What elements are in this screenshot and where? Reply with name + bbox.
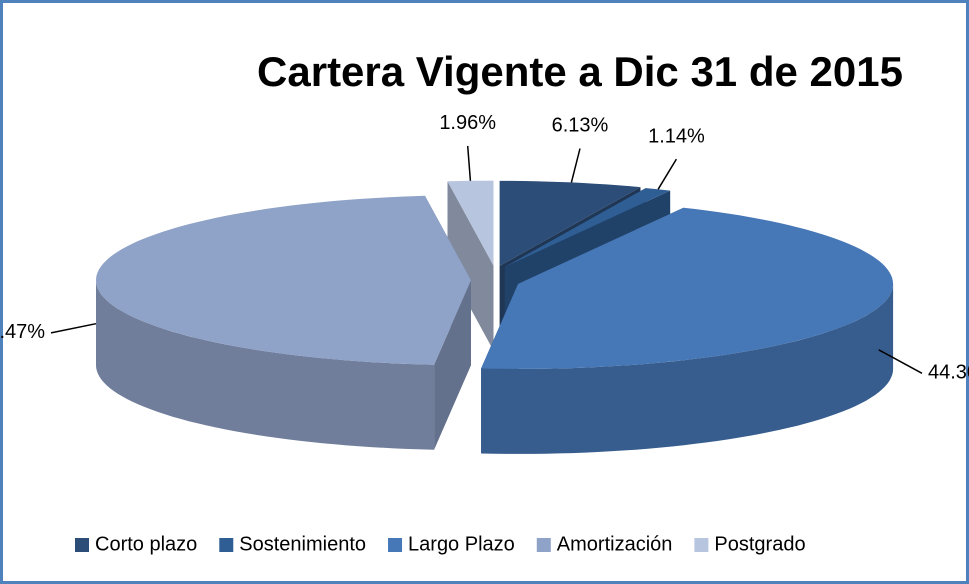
slice-top bbox=[504, 188, 671, 267]
pie-slice bbox=[447, 180, 494, 351]
leader-line bbox=[878, 349, 923, 374]
legend-label: Largo Plazo bbox=[408, 533, 515, 555]
slice-top bbox=[499, 180, 641, 266]
legend-swatch bbox=[694, 538, 709, 552]
data-label: 6.13% bbox=[552, 115, 609, 137]
data-label: 44.30% bbox=[928, 362, 969, 384]
pie-slice bbox=[96, 195, 471, 450]
slice-side bbox=[481, 283, 894, 454]
leader-line bbox=[657, 158, 678, 190]
pie-slice bbox=[481, 207, 894, 454]
slice-cut-face bbox=[447, 181, 494, 351]
slice-top bbox=[96, 195, 471, 365]
legend-label: Amortización bbox=[557, 533, 673, 555]
chart-title: Cartera Vigente a Dic 31 de 2015 bbox=[257, 48, 903, 95]
slice-top bbox=[447, 180, 494, 266]
legend-swatch bbox=[388, 538, 403, 552]
data-label: 1.96% bbox=[439, 112, 496, 134]
legend-swatch bbox=[536, 538, 551, 552]
slice-top bbox=[481, 207, 894, 369]
legend-label: Sostenimiento bbox=[239, 533, 366, 555]
data-label: 1.14% bbox=[648, 125, 705, 147]
slice-side bbox=[96, 280, 435, 450]
legend-swatch bbox=[75, 538, 89, 552]
legend-label: Corto plazo bbox=[95, 533, 197, 555]
data-label: 46.47% bbox=[0, 321, 45, 343]
leader-line bbox=[50, 322, 97, 334]
leader-line bbox=[466, 145, 472, 181]
legend-label: Postgrado bbox=[714, 533, 805, 555]
legend-swatch bbox=[219, 538, 234, 552]
leader-line bbox=[570, 148, 581, 183]
